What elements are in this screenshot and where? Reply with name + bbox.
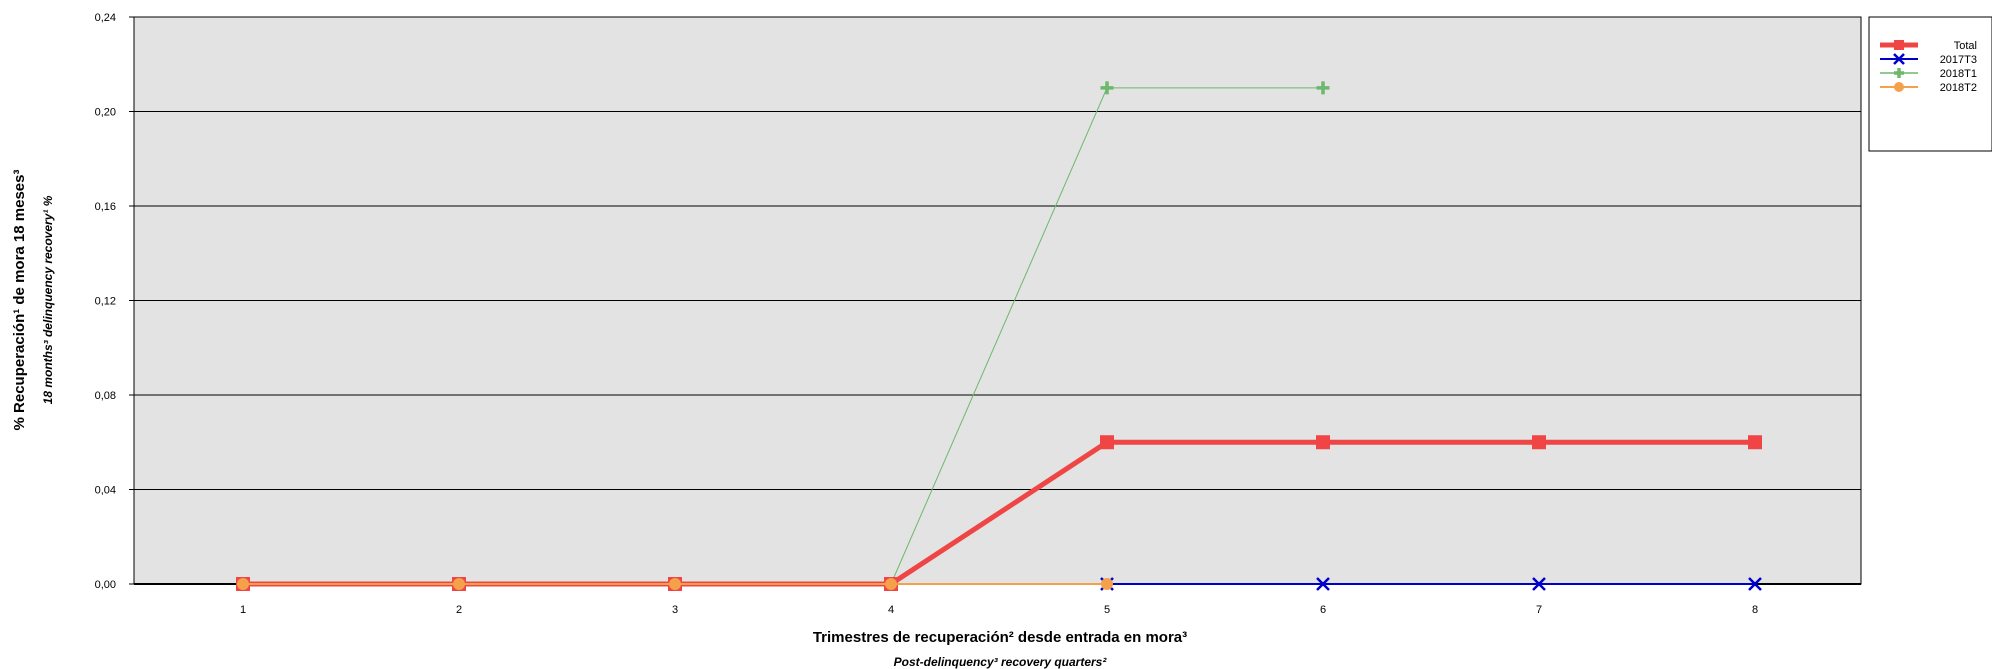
data-point — [669, 578, 681, 590]
legend: Total 2017T3 2018T1 2018T2 — [1869, 17, 1992, 151]
data-point — [237, 578, 249, 590]
y-tick-label: 0,00 — [95, 579, 116, 591]
data-point — [1894, 40, 1904, 50]
data-point — [1532, 435, 1546, 449]
y-tick-label: 0,08 — [95, 390, 116, 402]
data-point — [1748, 435, 1762, 449]
x-tick-label: 5 — [1104, 604, 1110, 616]
x-axis-title: Trimestres de recuperación² desde entrad… — [813, 629, 1187, 646]
data-point — [1100, 435, 1114, 449]
y-axis-title: % Recuperación¹ de mora 18 meses³ — [11, 170, 28, 431]
x-tick-label: 8 — [1752, 604, 1758, 616]
y-tick-label: 0,12 — [95, 296, 116, 308]
legend-label: 2018T1 — [1940, 68, 1977, 80]
data-point — [885, 578, 897, 590]
x-tick-labels: 1 2 3 4 5 6 7 8 — [240, 604, 1758, 616]
legend-label: 2017T3 — [1940, 54, 1977, 66]
x-tick-label: 1 — [240, 604, 246, 616]
y-axis-subtitle: 18 months³ delinquency recovery¹ % — [41, 195, 55, 404]
x-tick-label: 4 — [888, 604, 894, 616]
x-tick-label: 2 — [456, 604, 462, 616]
data-point — [1316, 435, 1330, 449]
legend-label: 2018T2 — [1940, 82, 1977, 94]
data-point — [453, 578, 465, 590]
y-tick-label: 0,16 — [95, 201, 116, 213]
y-tick-label: 0,24 — [95, 12, 116, 24]
y-tick-label: 0,20 — [95, 107, 116, 119]
data-point — [1894, 82, 1904, 92]
data-point — [1101, 578, 1113, 590]
y-tick-label: 0,04 — [95, 485, 116, 497]
legend-label: Total — [1954, 40, 1977, 52]
x-tick-label: 3 — [672, 604, 678, 616]
x-axis-subtitle: Post-delinquency³ recovery quarters² — [894, 655, 1108, 669]
x-tick-label: 6 — [1320, 604, 1326, 616]
x-tick-label: 7 — [1536, 604, 1542, 616]
y-tick-labels: 0,00 0,04 0,08 0,12 0,16 0,20 0,24 — [95, 12, 116, 591]
